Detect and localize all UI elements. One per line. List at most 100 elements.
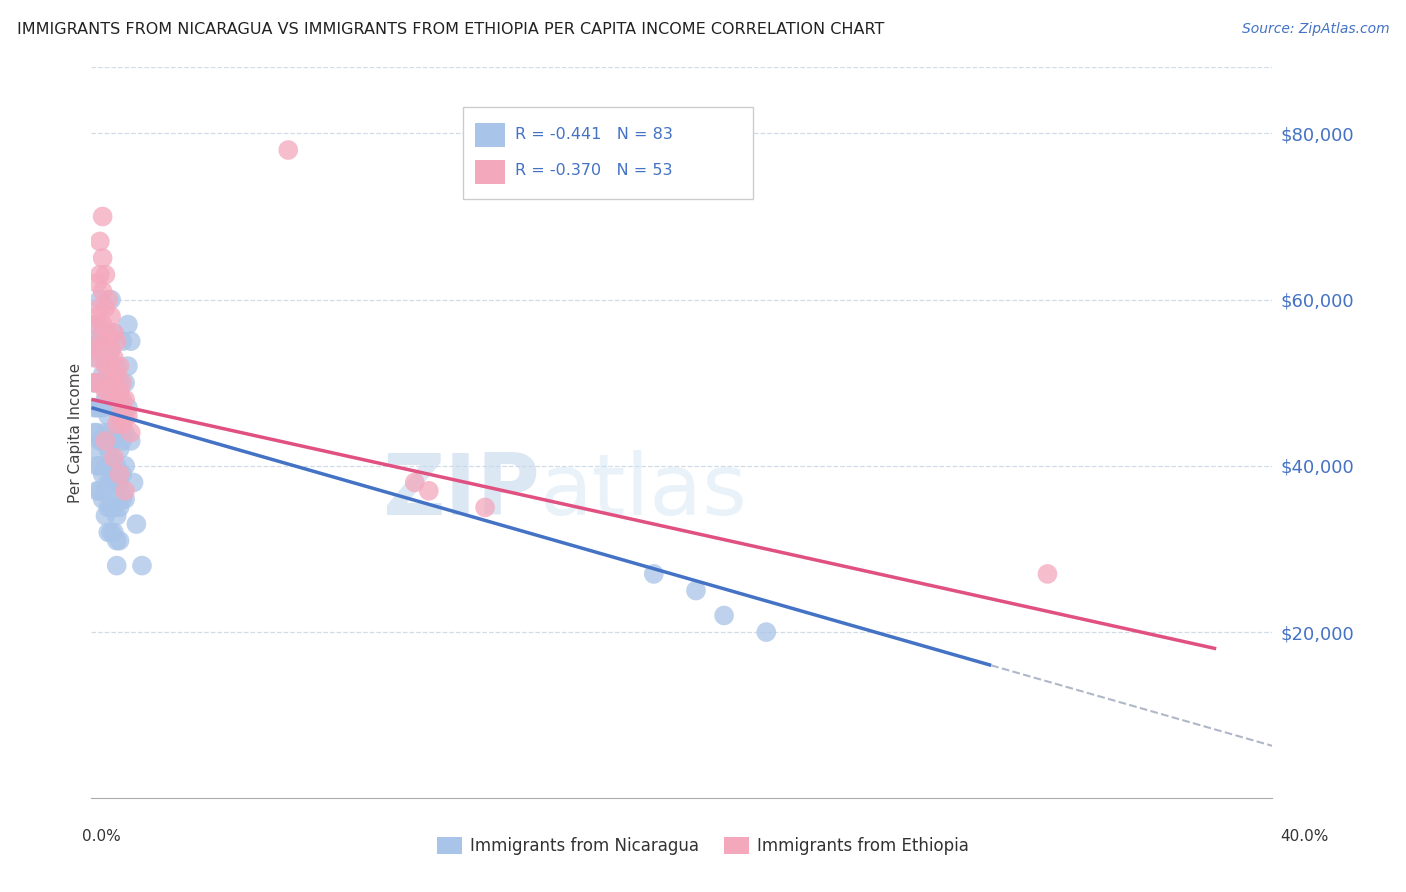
Point [111,467,134,482]
Point [97,384,120,398]
Point [97,326,120,340]
Point [100,343,122,357]
Point [100,293,122,307]
Text: Source: ZipAtlas.com: Source: ZipAtlas.com [1241,22,1389,37]
Point [111,417,134,432]
Point [105,483,128,498]
Point [108,409,131,423]
Point [89,376,111,390]
Point [86,376,108,390]
Point [111,392,134,407]
Point [105,425,128,440]
Point [100,425,122,440]
Point [114,392,136,407]
Point [108,359,131,373]
Point [83,334,105,348]
Point [108,376,131,390]
Point [643,566,665,581]
Point [86,483,108,498]
Point [97,376,120,390]
Point [83,351,105,365]
Point [89,334,111,348]
Point [114,483,136,498]
Point [100,343,122,357]
Point [105,533,128,548]
Point [91,467,114,482]
Point [97,500,120,515]
Point [103,434,125,448]
Point [100,376,122,390]
Point [97,442,120,457]
Point [94,392,117,407]
Point [91,401,114,415]
Point [103,500,125,515]
Point [114,492,136,507]
Text: R = -0.370   N = 53: R = -0.370 N = 53 [516,163,673,178]
Point [108,533,131,548]
Point [100,450,122,465]
Point [105,508,128,523]
Text: atlas: atlas [540,450,748,533]
Point [105,558,128,573]
Point [105,334,128,348]
Point [108,384,131,398]
Y-axis label: Per Capita Income: Per Capita Income [67,362,83,503]
Point [91,318,114,332]
Point [418,483,440,498]
Point [125,517,148,532]
Point [103,467,125,482]
Point [89,235,111,249]
Point [108,475,131,490]
Point [86,318,108,332]
Point [404,475,426,490]
Point [89,434,111,448]
Point [111,401,134,415]
Point [103,525,125,540]
Point [91,434,114,448]
Point [94,425,117,440]
Point [89,401,111,415]
Legend: Immigrants from Nicaragua, Immigrants from Ethiopia: Immigrants from Nicaragua, Immigrants fr… [430,830,976,862]
Point [97,359,120,373]
Point [105,359,128,373]
Point [117,318,139,332]
Point [91,210,114,224]
Point [105,392,128,407]
Point [117,359,139,373]
Point [94,384,117,398]
Point [114,409,136,423]
Point [103,401,125,415]
Point [97,525,120,540]
Point [105,458,128,473]
Point [122,475,145,490]
Point [685,583,707,598]
FancyBboxPatch shape [464,107,752,199]
Point [86,376,108,390]
Point [94,359,117,373]
Point [89,483,111,498]
Point [105,417,128,432]
Point [103,368,125,382]
Point [86,458,108,473]
Point [755,625,778,640]
Point [105,392,128,407]
Point [103,326,125,340]
Point [111,334,134,348]
Bar [475,123,505,147]
Text: 0.0%: 0.0% [82,830,121,844]
Point [94,301,117,315]
Point [89,334,111,348]
Point [83,401,105,415]
Point [94,434,117,448]
Point [86,351,108,365]
Point [86,401,108,415]
Point [94,268,117,282]
Point [83,425,105,440]
Point [89,293,111,307]
Point [120,334,142,348]
Point [100,525,122,540]
Point [103,450,125,465]
Point [91,326,114,340]
Point [94,483,117,498]
Point [97,409,120,423]
